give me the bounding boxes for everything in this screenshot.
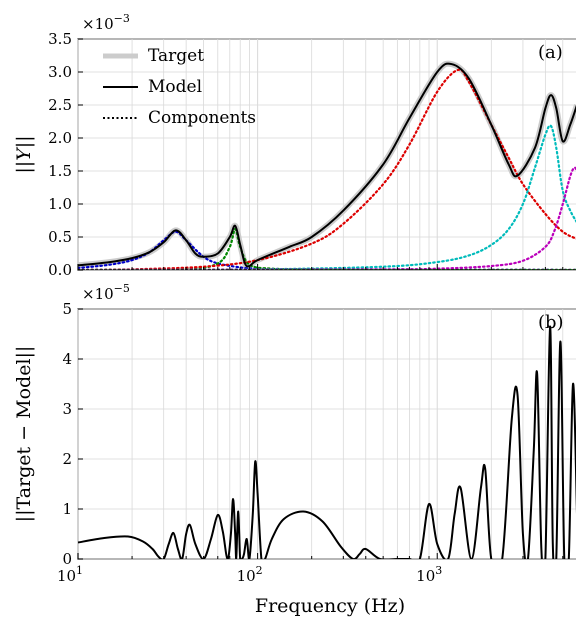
x-tick-label: 101 bbox=[57, 564, 83, 585]
panel-b-x-ticks: 101 102 103 bbox=[57, 553, 564, 585]
y-tick-label: 5 bbox=[62, 300, 72, 318]
panel-b-y-ticks: 0 1 2 3 4 5 bbox=[62, 300, 83, 568]
component-line bbox=[78, 68, 576, 270]
panel-a-y-ticks: 0.0 0.5 1.0 1.5 2.0 2.5 3.0 3.5 bbox=[48, 30, 83, 279]
y-tick-label: 3.5 bbox=[48, 30, 72, 48]
panel-b-grid bbox=[77, 308, 576, 560]
component-line bbox=[78, 166, 576, 270]
y-tick-label: 1 bbox=[62, 500, 72, 518]
y-tick-label: 1.0 bbox=[48, 195, 72, 213]
y-tick-label: 0 bbox=[62, 550, 72, 568]
y-tick-label: 2.0 bbox=[48, 129, 72, 147]
panel-b-frame bbox=[77, 308, 576, 560]
legend-label-components: Components bbox=[148, 108, 256, 128]
component-line bbox=[78, 124, 576, 270]
y-tick-label: 1.5 bbox=[48, 162, 72, 180]
panel-b: 0 1 2 3 4 5 101 102 103 ×10−5 ||Target − Model|… bbox=[13, 282, 576, 617]
x-axis-label: Frequency (Hz) bbox=[255, 595, 405, 617]
y-tick-label: 2.5 bbox=[48, 96, 72, 114]
x-tick-label: 102 bbox=[237, 564, 263, 585]
panel-a-x-ticks bbox=[77, 264, 564, 270]
panel-b-y-label: ||Target − Model|| bbox=[13, 346, 35, 523]
panel-a-scale-label: ×10−3 bbox=[82, 12, 130, 33]
y-tick-label: 4 bbox=[62, 350, 72, 368]
panel-a: 0.0 0.5 1.0 1.5 2.0 2.5 3.0 3.5 ×10−3 ||Y|| (a)… bbox=[13, 12, 576, 279]
legend-label-model: Model bbox=[148, 77, 202, 97]
y-tick-label: 3.0 bbox=[48, 63, 72, 81]
y-tick-label: 0.0 bbox=[48, 261, 72, 279]
component-line bbox=[78, 230, 576, 270]
y-tick-label: 0.5 bbox=[48, 228, 72, 246]
y-tick-label: 2 bbox=[62, 450, 72, 468]
residual-line bbox=[78, 325, 576, 559]
x-tick-label: 103 bbox=[416, 564, 442, 585]
panel-a-label: (a) bbox=[538, 42, 563, 63]
model-line bbox=[78, 62, 576, 268]
panel-b-scale-label: ×10−5 bbox=[82, 282, 130, 303]
legend: Target Model Components bbox=[103, 46, 256, 128]
y-tick-label: 3 bbox=[62, 400, 72, 418]
panel-a-series bbox=[78, 60, 576, 270]
legend-label-target: Target bbox=[148, 46, 204, 66]
panel-b-series bbox=[78, 325, 576, 559]
panel-a-y-label: ||Y|| bbox=[13, 135, 35, 173]
panel-b-label: (b) bbox=[538, 312, 564, 333]
